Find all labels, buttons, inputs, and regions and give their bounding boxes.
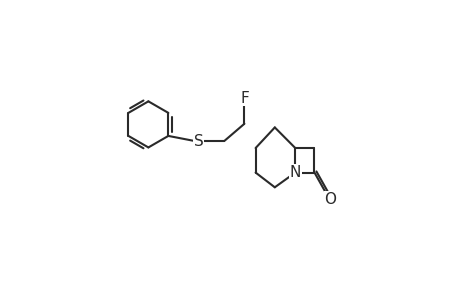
Text: S: S [193, 134, 203, 148]
Text: N: N [289, 165, 300, 180]
Text: F: F [240, 91, 248, 106]
Text: O: O [324, 192, 336, 207]
